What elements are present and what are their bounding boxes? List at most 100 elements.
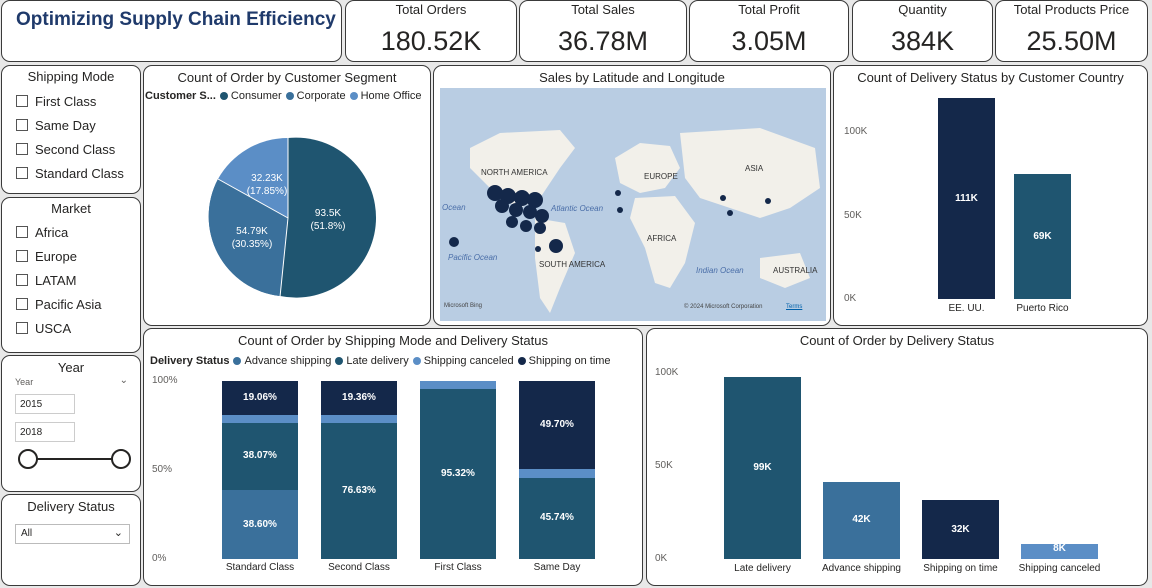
kpi-quantity: Quantity 384K <box>852 0 993 62</box>
option-standard-class[interactable]: Standard Class <box>16 161 124 185</box>
bar-puerto-rico[interactable] <box>1014 174 1071 299</box>
checkbox[interactable] <box>16 298 28 310</box>
sales-map-card: Sales by Latitude and Longitude <box>433 65 831 326</box>
pie-slice-consumer[interactable] <box>280 137 377 298</box>
bar-advance-shipping[interactable] <box>823 481 900 559</box>
bar-shipping-on-time[interactable] <box>922 500 999 559</box>
checkbox[interactable] <box>16 322 28 334</box>
kpi-total-products-price: Total Products Price 25.50M <box>995 0 1148 62</box>
option-europe[interactable]: Europe <box>16 244 101 268</box>
stack-segment-shipping-on-time[interactable] <box>321 381 397 416</box>
stack-segment-shipping-canceled[interactable] <box>222 414 298 423</box>
map-bubble[interactable] <box>549 239 563 253</box>
stack-segment-shipping-on-time[interactable] <box>519 381 595 470</box>
map-canvas[interactable]: NORTH AMERICA EUROPE ASIA AFRICA SOUTH A… <box>440 88 826 321</box>
slicer-title: Shipping Mode <box>27 69 115 84</box>
bar-value-label: 42K <box>852 514 871 526</box>
map-bubble[interactable] <box>765 198 771 204</box>
map-bubble[interactable] <box>506 216 518 228</box>
bar-late-delivery[interactable] <box>724 376 801 559</box>
checkbox[interactable] <box>16 250 28 262</box>
option-africa[interactable]: Africa <box>16 220 101 244</box>
chart-title: Count of Delivery Status by Customer Cou… <box>857 70 1124 85</box>
legend-item-corporate[interactable]: Corporate <box>296 90 346 102</box>
slicer-options: Africa Europe LATAM Pacific Asia USCA <box>16 220 101 340</box>
pie-slice-home-office[interactable] <box>218 137 288 218</box>
option-label: Pacific Asia <box>35 296 102 312</box>
bar-ee-uu-[interactable] <box>938 98 995 299</box>
map-bubble[interactable] <box>535 209 549 223</box>
legend-item-home-office[interactable]: Home Office <box>360 90 422 102</box>
legend-title: Delivery Status <box>150 355 230 367</box>
kpi-label: Total Profit <box>738 2 800 17</box>
kpi-total-orders: Total Orders 180.52K <box>345 0 517 62</box>
bar-shipping-canceled[interactable] <box>1021 544 1098 559</box>
year-sub-label: Year <box>15 377 34 387</box>
map-bubble[interactable] <box>495 199 509 213</box>
map-bubble[interactable] <box>727 210 733 216</box>
option-pacific-asia[interactable]: Pacific Asia <box>16 292 101 316</box>
year-slicer: Year Year ⌄ 2015 2018 <box>1 355 141 492</box>
stack-segment-label: 45.74% <box>540 512 574 524</box>
bar-value-label: 69K <box>1033 230 1052 242</box>
year-range-handle-end[interactable] <box>111 449 131 469</box>
legend-item-advance[interactable]: Advance shipping <box>244 355 332 367</box>
checkbox[interactable] <box>16 167 28 179</box>
stack-segment-shipping-on-time[interactable] <box>222 381 298 415</box>
x-tick-label: Advance shipping <box>822 563 901 574</box>
kpi-value: 384K <box>890 26 955 56</box>
map-bubble[interactable] <box>523 205 537 219</box>
legend-item-on-time[interactable]: Shipping on time <box>528 355 611 367</box>
kpi-label: Total Orders <box>395 2 467 17</box>
map-bubble[interactable] <box>615 190 621 196</box>
checkbox[interactable] <box>16 119 28 131</box>
map-bubble[interactable] <box>514 190 530 206</box>
slicer-title: Delivery Status <box>27 499 115 514</box>
stack-segment-label: 19.06% <box>243 391 277 403</box>
legend-item-late[interactable]: Late delivery <box>346 355 409 367</box>
stack-segment-late-delivery[interactable] <box>222 422 298 491</box>
year-from-input[interactable]: 2015 <box>15 394 75 414</box>
kpi-value: 180.52K <box>380 26 482 56</box>
stack-segment-late-delivery[interactable] <box>420 389 496 559</box>
map-bubble[interactable] <box>509 203 523 217</box>
kpi-label: Quantity <box>898 2 947 17</box>
checkbox[interactable] <box>16 143 28 155</box>
legend-item-consumer[interactable]: Consumer <box>230 90 282 102</box>
stack-segment-late-delivery[interactable] <box>519 477 595 559</box>
legend-swatch <box>285 92 294 100</box>
stack-segment-shipping-canceled[interactable] <box>321 415 397 423</box>
country-bar-chart: 0K 50K 100K 111K EE. UU. 69K Puerto Rico <box>834 66 1149 327</box>
map-bubble[interactable] <box>527 192 543 208</box>
checkbox[interactable] <box>16 95 28 107</box>
option-same-day[interactable]: Same Day <box>16 113 124 137</box>
option-second-class[interactable]: Second Class <box>16 137 124 161</box>
option-latam[interactable]: LATAM <box>16 268 101 292</box>
map-bubble[interactable] <box>487 185 503 201</box>
map-bubble[interactable] <box>720 195 726 201</box>
map-bubble[interactable] <box>534 222 546 234</box>
map-bubble[interactable] <box>520 220 532 232</box>
option-usca[interactable]: USCA <box>16 316 101 340</box>
legend-item-canceled[interactable]: Shipping canceled <box>423 355 514 367</box>
x-tick-label: Shipping on time <box>923 563 998 574</box>
map-bubble[interactable] <box>535 246 541 252</box>
stack-segment-shipping-canceled[interactable] <box>420 381 496 390</box>
map-bubble[interactable] <box>449 237 459 247</box>
chevron-down-icon[interactable]: ⌄ <box>119 375 128 386</box>
stack-segment-late-delivery[interactable] <box>321 422 397 559</box>
map-bubble[interactable] <box>617 207 623 213</box>
checkbox[interactable] <box>16 226 28 238</box>
stack-segment-shipping-canceled[interactable] <box>519 469 595 478</box>
y-tick-label: 0K <box>844 293 857 304</box>
stack-segment-advance-shipping[interactable] <box>222 490 298 559</box>
delivery-status-dropdown[interactable]: All ⌄ <box>15 524 130 544</box>
y-tick-label: 50% <box>152 464 173 475</box>
checkbox[interactable] <box>16 274 28 286</box>
year-range-handle-start[interactable] <box>18 449 38 469</box>
option-label: Europe <box>35 248 77 264</box>
year-to-input[interactable]: 2018 <box>15 422 75 442</box>
dropdown-value: All <box>21 528 33 539</box>
option-first-class[interactable]: First Class <box>16 89 124 113</box>
map-terms-link[interactable]: Terms <box>786 304 803 310</box>
